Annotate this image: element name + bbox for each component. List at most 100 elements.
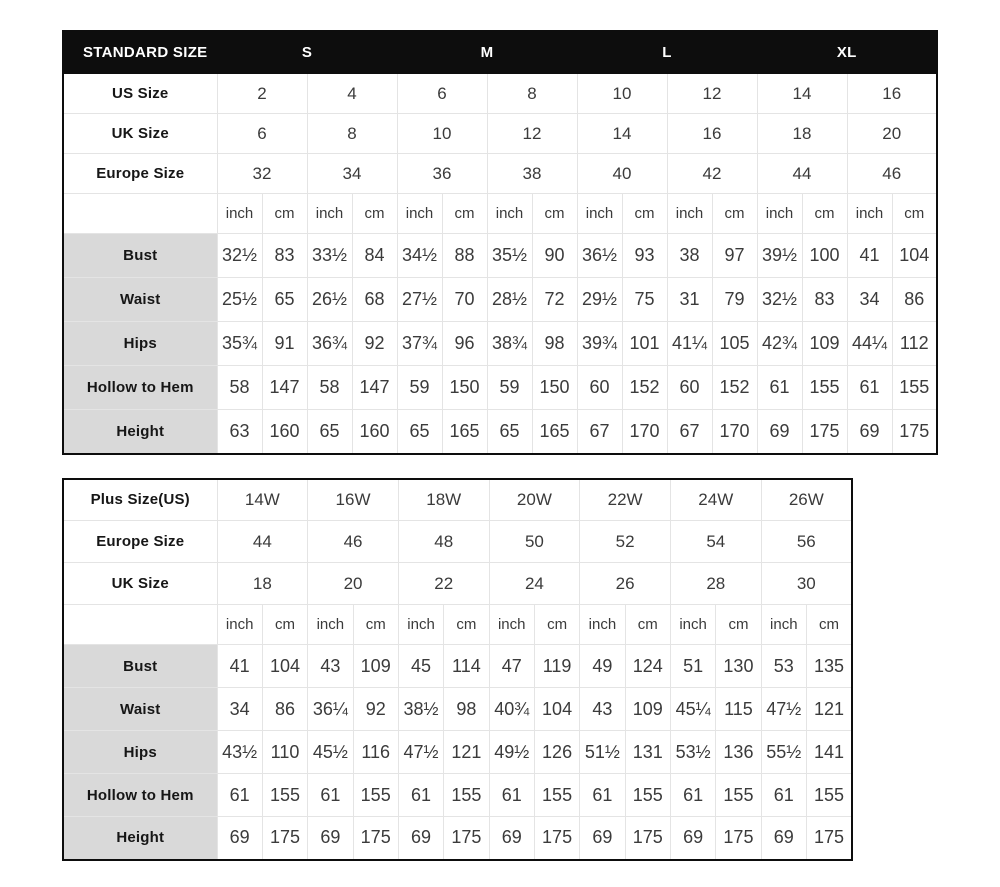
- size-row: Plus Size(US) 14W 16W 18W 20W 22W 24W 26W: [62, 478, 853, 521]
- measurement-value-cell: 29½: [576, 277, 623, 322]
- row-label-cell: Europe Size: [62, 153, 218, 194]
- size-value-cell: 18W: [397, 478, 490, 521]
- measurement-value-cell: 70: [441, 277, 488, 322]
- measurement-value-cell: 150: [531, 365, 578, 410]
- size-group-header: S: [216, 30, 398, 74]
- measurement-value-cell: 175: [533, 816, 581, 860]
- unit-header-cell: cm: [351, 193, 398, 234]
- size-row: UK Size 18 20 22 24 26 28 30: [62, 562, 853, 605]
- size-value-cell: 24W: [669, 478, 762, 521]
- measurement-value-cell: 61: [669, 773, 717, 817]
- size-value-cell: 20W: [488, 478, 581, 521]
- measurement-value-cell: 175: [624, 816, 671, 860]
- measurement-value-cell: 44¼: [846, 321, 893, 366]
- measurement-value-cell: 36¾: [306, 321, 353, 366]
- measurement-value-cell: 101: [621, 321, 668, 366]
- measurement-value-cell: 83: [801, 277, 848, 322]
- unit-header-cell: cm: [261, 193, 308, 234]
- measurement-value-cell: 155: [533, 773, 581, 817]
- measurement-value-cell: 175: [805, 816, 853, 860]
- measurement-value-cell: 135: [805, 644, 853, 688]
- measurement-value-cell: 47½: [760, 687, 807, 731]
- standard-size-table: STANDARD SIZE S M L XL US Size 2 4 6 8 10 12 14 16 UK …: [62, 30, 938, 455]
- measurement-value-cell: 84: [351, 233, 398, 278]
- measurement-value-cell: 79: [711, 277, 758, 322]
- measurement-value-cell: 32½: [756, 277, 803, 322]
- unit-header-cell: inch: [669, 604, 717, 645]
- measurement-value-cell: 69: [488, 816, 535, 860]
- measurement-value-cell: 40¾: [488, 687, 535, 731]
- unit-header-cell: inch: [576, 193, 623, 234]
- measurement-value-cell: 110: [261, 730, 309, 774]
- measurement-value-cell: 67: [666, 409, 713, 454]
- measurement-value-cell: 35½: [486, 233, 533, 278]
- measurement-value-cell: 165: [531, 409, 578, 454]
- measurement-value-cell: 130: [715, 644, 762, 688]
- measurement-value-cell: 136: [715, 730, 762, 774]
- measurement-value-cell: 175: [715, 816, 762, 860]
- measurement-value-cell: 86: [891, 277, 938, 322]
- measurement-value-cell: 61: [846, 365, 893, 410]
- measurement-value-cell: 45½: [307, 730, 354, 774]
- unit-row: inch cm inch cm inch cm inch cm inch cm inch cm inch…: [62, 193, 938, 234]
- size-group-header: L: [576, 30, 758, 74]
- row-label-cell: Hips: [62, 730, 218, 774]
- unit-header-cell: inch: [579, 604, 626, 645]
- measurement-value-cell: 112: [891, 321, 938, 366]
- measurement-value-cell: 61: [307, 773, 354, 817]
- measurement-row: Bust 32½ 83 33½ 84 34½ 88 35½ 90 36½ 93 38 97 39½ 100 4…: [62, 233, 938, 278]
- size-value-cell: 36: [396, 153, 488, 194]
- measurement-value-cell: 38: [666, 233, 713, 278]
- measurement-value-cell: 69: [216, 816, 263, 860]
- measurement-value-cell: 34: [846, 277, 893, 322]
- row-label-cell: US Size: [62, 73, 218, 114]
- measurement-value-cell: 31: [666, 277, 713, 322]
- measurement-value-cell: 69: [760, 816, 807, 860]
- row-label-cell: Hollow to Hem: [62, 365, 218, 410]
- size-value-cell: 12: [486, 113, 578, 154]
- measurement-value-cell: 39¾: [576, 321, 623, 366]
- size-value-cell: 14: [756, 73, 848, 114]
- unit-header-cell: cm: [624, 604, 671, 645]
- measurement-value-cell: 170: [621, 409, 668, 454]
- measurement-value-cell: 90: [531, 233, 578, 278]
- measurement-value-cell: 165: [441, 409, 488, 454]
- unit-header-cell: cm: [711, 193, 758, 234]
- unit-header-cell: inch: [846, 193, 893, 234]
- size-value-cell: 4: [306, 73, 398, 114]
- measurement-value-cell: 49½: [488, 730, 535, 774]
- row-label-cell: Plus Size(US): [62, 478, 218, 521]
- measurement-value-cell: 93: [621, 233, 668, 278]
- size-value-cell: 8: [306, 113, 398, 154]
- measurement-value-cell: 43½: [216, 730, 263, 774]
- size-value-cell: 8: [486, 73, 578, 114]
- measurement-value-cell: 116: [352, 730, 399, 774]
- row-label-cell: Europe Size: [62, 520, 218, 563]
- unit-header-cell: inch: [666, 193, 713, 234]
- size-value-cell: 24: [488, 562, 581, 605]
- unit-header-cell: cm: [801, 193, 848, 234]
- measurement-value-cell: 105: [711, 321, 758, 366]
- measurement-value-cell: 75: [621, 277, 668, 322]
- measurement-value-cell: 32½: [216, 233, 263, 278]
- measurement-value-cell: 155: [624, 773, 671, 817]
- measurement-value-cell: 152: [711, 365, 758, 410]
- measurement-value-cell: 175: [891, 409, 938, 454]
- measurement-row: Hollow to Hem 58 147 58 147 59 150 59 150 60 152 60…: [62, 365, 938, 410]
- unit-header-cell: cm: [443, 604, 490, 645]
- measurement-value-cell: 27½: [396, 277, 443, 322]
- measurement-value-cell: 42¾: [756, 321, 803, 366]
- measurement-value-cell: 65: [396, 409, 443, 454]
- measurement-value-cell: 43: [579, 687, 626, 731]
- row-label-cell: Hips: [62, 321, 218, 366]
- row-label-cell: Waist: [62, 687, 218, 731]
- measurement-value-cell: 175: [801, 409, 848, 454]
- measurement-value-cell: 68: [351, 277, 398, 322]
- size-value-cell: 16: [846, 73, 938, 114]
- measurement-row: Bust 41 104 43 109 45 114 47 119 49 124 51 130 53 135: [62, 644, 853, 688]
- size-row: Europe Size 32 34 36 38 40 42 44 46: [62, 153, 938, 194]
- measurement-value-cell: 175: [443, 816, 490, 860]
- measurement-value-cell: 86: [261, 687, 309, 731]
- measurement-value-cell: 49: [579, 644, 626, 688]
- unit-header-cell: cm: [531, 193, 578, 234]
